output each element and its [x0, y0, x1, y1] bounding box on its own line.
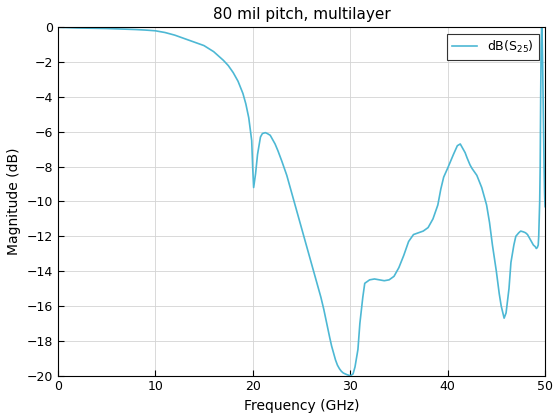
Title: 80 mil pitch, multilayer: 80 mil pitch, multilayer — [213, 7, 390, 22]
Legend: dB(S$_{25}$): dB(S$_{25}$) — [447, 34, 539, 60]
X-axis label: Frequency (GHz): Frequency (GHz) — [244, 399, 359, 413]
Y-axis label: Magnitude (dB): Magnitude (dB) — [7, 148, 21, 255]
